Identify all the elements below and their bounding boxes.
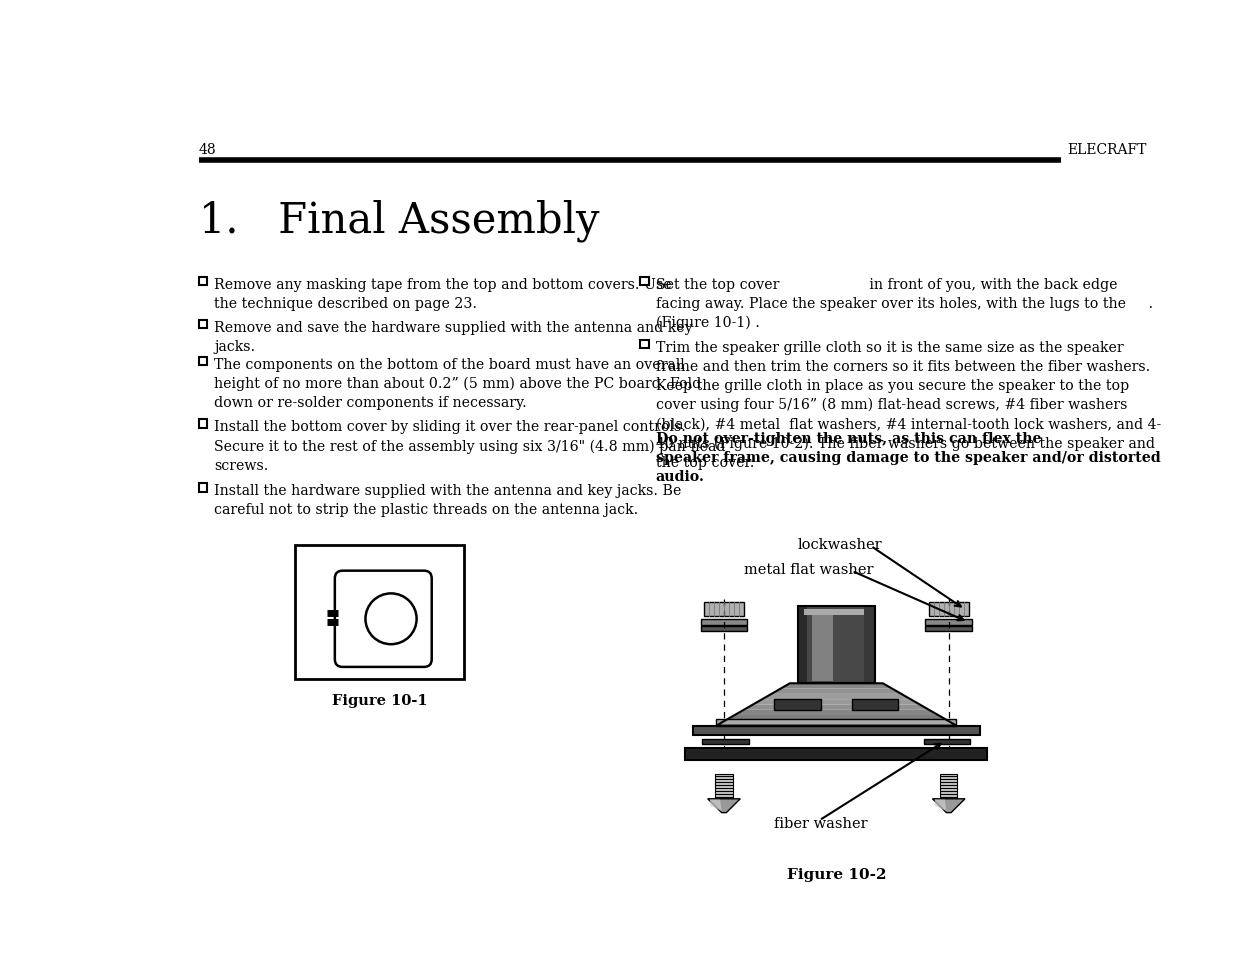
Polygon shape xyxy=(716,720,956,726)
Text: 1.   Final Assembly: 1. Final Assembly xyxy=(199,199,599,241)
Bar xyxy=(716,720,956,726)
Polygon shape xyxy=(708,799,740,813)
Polygon shape xyxy=(725,716,947,720)
Bar xyxy=(640,277,648,286)
Bar xyxy=(924,739,971,744)
Polygon shape xyxy=(935,800,946,811)
Polygon shape xyxy=(753,700,920,704)
Text: ELECRAFT: ELECRAFT xyxy=(1067,143,1147,156)
Bar xyxy=(798,607,806,683)
FancyBboxPatch shape xyxy=(335,571,432,667)
Bar xyxy=(716,720,956,726)
Bar xyxy=(852,699,898,711)
Bar xyxy=(703,739,748,744)
Text: Remove any masking tape from the top and bottom covers. Use
the technique descri: Remove any masking tape from the top and… xyxy=(214,277,672,311)
Polygon shape xyxy=(743,704,929,710)
Bar xyxy=(715,775,732,799)
Text: Install the hardware supplied with the antenna and key jacks. Be
careful not to : Install the hardware supplied with the a… xyxy=(214,483,682,517)
Bar xyxy=(700,627,747,631)
Bar xyxy=(199,320,207,329)
Polygon shape xyxy=(781,683,892,689)
Bar xyxy=(700,619,747,625)
Text: Trim the speaker grille cloth so it is the same size as the speaker
frame and th: Trim the speaker grille cloth so it is t… xyxy=(656,340,1161,469)
Text: Figure 10-2: Figure 10-2 xyxy=(787,866,887,881)
Bar xyxy=(774,699,821,711)
Text: 48: 48 xyxy=(199,143,216,156)
Text: Install the bottom cover by sliding it over the rear-panel controls.
Secure it t: Install the bottom cover by sliding it o… xyxy=(214,419,725,472)
Text: Do not over-tighten the nuts, as this can flex the
speaker frame, causing damage: Do not over-tighten the nuts, as this ca… xyxy=(656,432,1161,483)
Bar xyxy=(685,748,988,760)
Bar xyxy=(693,726,979,735)
Bar xyxy=(640,340,648,349)
Polygon shape xyxy=(762,694,910,700)
Circle shape xyxy=(366,594,416,644)
Bar xyxy=(811,609,834,681)
Bar xyxy=(940,775,957,799)
Bar xyxy=(804,609,869,615)
Bar xyxy=(929,603,969,617)
Bar xyxy=(199,483,207,492)
Text: The components on the bottom of the board must have an overall
height of no more: The components on the bottom of the boar… xyxy=(214,357,701,410)
Text: lockwasher: lockwasher xyxy=(798,537,883,552)
Bar xyxy=(925,619,972,625)
Bar xyxy=(199,277,207,286)
Bar xyxy=(864,607,876,683)
Bar xyxy=(199,419,207,428)
Bar xyxy=(925,627,972,631)
Polygon shape xyxy=(932,799,965,813)
Bar xyxy=(295,545,464,679)
Text: fiber washer: fiber washer xyxy=(774,817,868,831)
Text: metal flat washer: metal flat washer xyxy=(745,562,874,576)
Polygon shape xyxy=(772,689,902,694)
Text: Set the top cover                    in front of you, with the back edge
facing : Set the top cover in front of you, with … xyxy=(656,277,1153,330)
Text: Figure 10-1: Figure 10-1 xyxy=(332,694,427,707)
Polygon shape xyxy=(735,710,939,716)
Bar xyxy=(199,357,207,366)
Polygon shape xyxy=(710,800,721,811)
Bar xyxy=(704,603,745,617)
Bar xyxy=(798,607,876,683)
Bar xyxy=(798,607,876,683)
Text: Remove and save the hardware supplied with the antenna and key
jacks.: Remove and save the hardware supplied wi… xyxy=(214,320,693,354)
